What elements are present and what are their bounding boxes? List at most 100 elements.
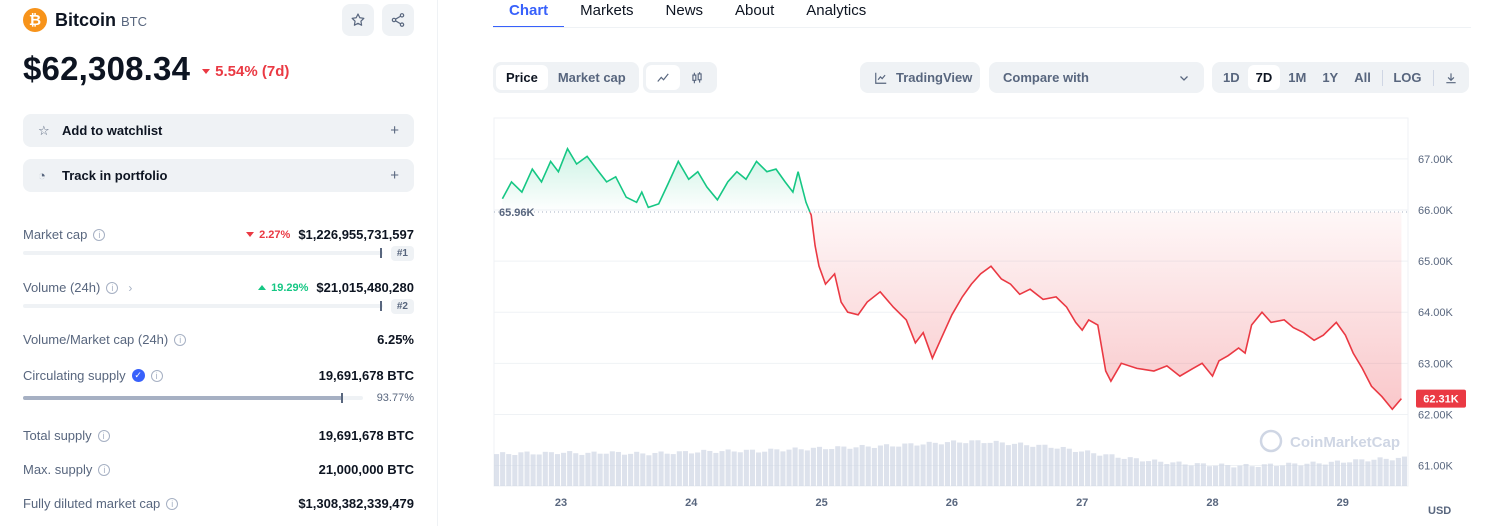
volume-bar-marker <box>380 301 382 311</box>
volume-bar <box>914 445 920 486</box>
volume-bar <box>494 454 500 486</box>
info-icon[interactable]: i <box>98 463 111 476</box>
volume-bar <box>1383 458 1389 486</box>
volume-bar <box>621 454 628 486</box>
range-1m[interactable]: 1M <box>1288 70 1307 85</box>
metric-toggle: Price Market cap <box>493 62 639 93</box>
tab-news[interactable]: News <box>665 2 704 19</box>
volume-bar <box>1340 462 1347 486</box>
volume-bar <box>1261 464 1267 486</box>
tab-chart[interactable]: Chart <box>493 0 565 28</box>
star-icon <box>351 13 365 26</box>
y-tick-label: 64.00K <box>1418 307 1454 319</box>
volume-bar <box>597 453 603 486</box>
volume-bar <box>1255 466 1261 486</box>
volume-bar <box>804 450 810 486</box>
range-all[interactable]: All <box>1354 70 1371 85</box>
volume-bar <box>774 449 780 486</box>
x-axis: 23 24 25 26 27 28 29 <box>555 497 1349 509</box>
volume-bar <box>938 444 944 486</box>
price-toggle[interactable]: Price <box>496 65 548 90</box>
volume-bar <box>1219 463 1225 486</box>
volume-label: Volume (24h) <box>23 280 101 295</box>
track-in-portfolio-button[interactable]: ◔ Track in portfolio + <box>23 159 414 192</box>
info-icon[interactable]: i <box>166 497 179 510</box>
volume-bar <box>634 451 640 486</box>
current-price-tag <box>1416 389 1466 408</box>
info-icon[interactable]: i <box>150 369 163 382</box>
circulating-supply-bar-marker <box>340 393 343 403</box>
range-7d[interactable]: 7D <box>1247 65 1281 90</box>
down-triangle-icon <box>246 232 255 238</box>
info-icon[interactable]: i <box>174 333 187 346</box>
tab-about[interactable]: About <box>735 2 775 19</box>
watermark: CoinMarketCap <box>1259 429 1400 453</box>
volume-bar <box>725 449 731 486</box>
currency-label: USD <box>1428 505 1451 517</box>
volume-bar <box>957 442 963 486</box>
volume-bar <box>999 442 1005 486</box>
volume-bar <box>1377 457 1383 486</box>
fdmc-value: $1,308,382,339,479 <box>298 496 414 511</box>
info-icon[interactable]: i <box>97 429 110 442</box>
chevron-right-icon[interactable]: › <box>128 280 133 295</box>
volume-bar <box>841 446 847 486</box>
volume-bar <box>1024 445 1030 486</box>
volume-bar <box>1280 465 1286 486</box>
volume-bar <box>1054 448 1060 486</box>
volume-bar <box>1036 444 1042 486</box>
volume-bar <box>658 451 664 486</box>
volume-market-cap-value: 6.25% <box>377 332 414 347</box>
info-icon[interactable]: i <box>93 228 106 241</box>
tradingview-button[interactable]: TradingView <box>860 62 980 93</box>
volume-bar <box>951 440 957 486</box>
volume-bar <box>829 449 835 486</box>
share-button[interactable] <box>382 4 414 36</box>
volume-bar <box>798 449 804 486</box>
coin-name: Bitcoin <box>55 9 116 30</box>
volume-bar <box>944 442 950 486</box>
volume-bar <box>1304 463 1310 486</box>
volume-bar <box>890 446 896 486</box>
price-change-7d: 5.54% (7d) <box>202 63 289 80</box>
volume-bar <box>1139 461 1145 486</box>
watchlist-star-button[interactable] <box>342 4 374 36</box>
volume-bar <box>1206 466 1213 486</box>
range-1y[interactable]: 1Y <box>1322 70 1339 85</box>
volume-bar <box>1395 457 1401 486</box>
volume-bar <box>1115 457 1121 486</box>
volume-bar <box>1060 446 1066 486</box>
market-cap-change: 2.27% <box>246 229 290 241</box>
section-tabs: Chart Markets News About Analytics <box>493 0 882 28</box>
volume-bar <box>1097 455 1103 486</box>
volume-value: $21,015,480,280 <box>316 280 414 295</box>
volume-bar <box>1170 462 1176 486</box>
add-to-watchlist-label: Add to watchlist <box>62 123 163 138</box>
add-to-watchlist-button[interactable]: ☆ Add to watchlist + <box>23 114 414 147</box>
info-icon[interactable]: i <box>106 281 119 294</box>
volume-bar <box>920 444 926 486</box>
range-1d[interactable]: 1D <box>1223 70 1240 85</box>
candlestick-button[interactable] <box>680 65 714 90</box>
tab-markets[interactable]: Markets <box>580 2 634 19</box>
y-tick-label: 63.00K <box>1418 358 1454 370</box>
x-tick-label: 25 <box>815 497 827 509</box>
compare-with-dropdown[interactable]: Compare with <box>989 62 1204 93</box>
volume-bar <box>530 454 536 486</box>
log-scale-toggle[interactable]: LOG <box>1393 70 1422 85</box>
volume-bar <box>1310 461 1316 486</box>
volume-bar <box>1389 460 1395 486</box>
star-icon: ☆ <box>38 122 50 138</box>
price-chart[interactable]: 65.96K 67.00K 66.00K 65.00K 64.00K 63.00K 62.… <box>438 110 1491 526</box>
download-button[interactable] <box>1436 65 1466 90</box>
volume-bar <box>1066 448 1072 486</box>
plus-icon: + <box>390 167 399 184</box>
market-cap-toggle[interactable]: Market cap <box>557 70 626 85</box>
volume-bar <box>975 440 981 486</box>
track-in-portfolio-label: Track in portfolio <box>62 168 168 183</box>
line-chart-button[interactable] <box>646 65 680 90</box>
volume-bar <box>1231 467 1237 486</box>
tab-analytics[interactable]: Analytics <box>806 2 867 19</box>
volume-bar <box>1048 447 1054 486</box>
volume-bar <box>542 451 548 486</box>
